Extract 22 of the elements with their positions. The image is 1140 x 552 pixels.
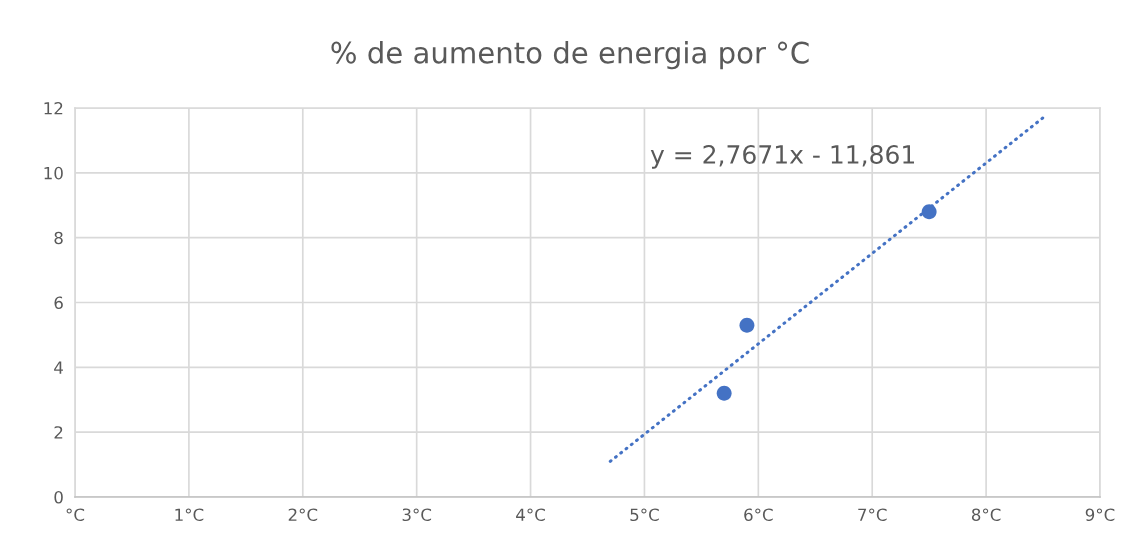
y-tick-label: 2: [54, 426, 63, 439]
x-tick-label: 5°C: [630, 508, 659, 522]
y-tick-label: 4: [54, 361, 63, 374]
annotation: y = 2,7671x - 11,861: [650, 144, 915, 169]
x-tick-label: 8°C: [971, 508, 1001, 522]
x-tick-label: 9°C: [1085, 508, 1115, 522]
x-tick-label: 1°C: [175, 508, 204, 522]
chart-title: % de aumento de energia por °C: [331, 41, 809, 70]
point: [921, 204, 937, 220]
x-tick-label: 2°C: [288, 508, 318, 522]
point: [716, 385, 732, 401]
x-tick-label: 7°C: [858, 508, 887, 522]
x-tick-label: 6°C: [744, 508, 773, 522]
y-tick-label: 12: [44, 101, 63, 115]
y-tick-label: 6: [54, 296, 63, 310]
x-tick-label: 4°C: [516, 508, 545, 522]
y-tick-label: 8: [54, 231, 63, 245]
x-tick-label: 3°C: [402, 508, 432, 522]
x-tick-label: °C: [66, 508, 85, 522]
point: [739, 317, 755, 333]
y-tick-label: 10: [44, 166, 63, 180]
y-tick-label: 0: [54, 490, 63, 504]
